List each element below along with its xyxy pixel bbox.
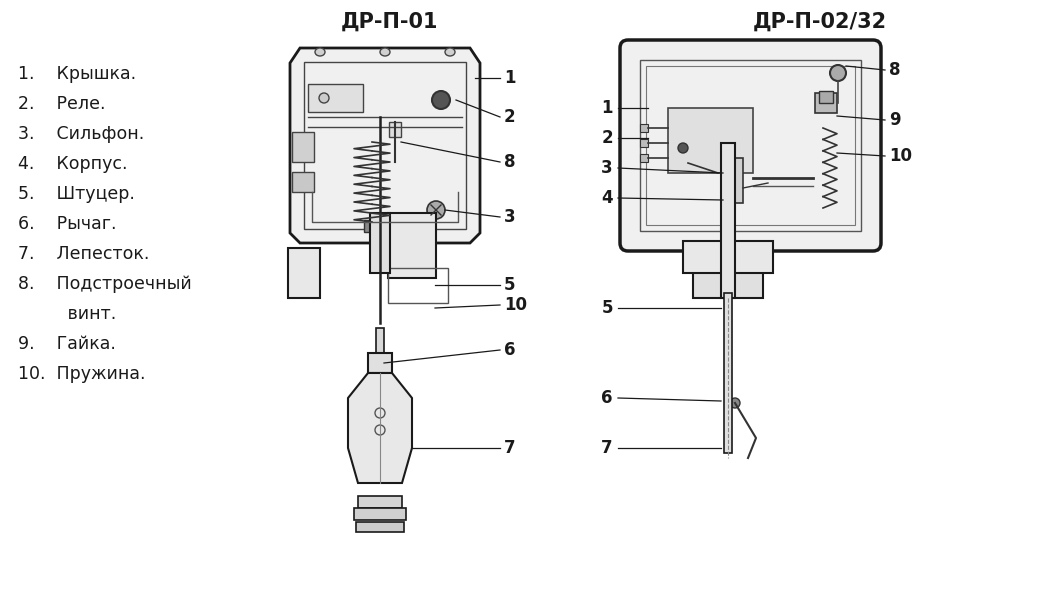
Text: 10: 10 [889, 147, 912, 165]
FancyBboxPatch shape [620, 40, 880, 251]
Text: 10: 10 [504, 296, 527, 314]
Bar [389, 122, 401, 137]
Bar [388, 213, 435, 278]
Bar [388, 268, 448, 303]
Ellipse shape [445, 48, 455, 56]
Text: ДР-П-02/32: ДР-П-02/32 [753, 12, 887, 32]
Bar [639, 139, 648, 147]
Bar [639, 154, 648, 162]
Text: 6: 6 [504, 341, 516, 359]
Bar [815, 93, 837, 113]
Text: 5.    Штуцер.: 5. Штуцер. [18, 185, 135, 203]
Text: 5: 5 [504, 276, 516, 294]
Text: 3.    Сильфон.: 3. Сильфон. [18, 125, 144, 143]
Text: 7: 7 [601, 439, 613, 457]
Text: 1: 1 [504, 69, 516, 87]
Bar [693, 243, 763, 298]
Bar [724, 293, 733, 453]
Bar [288, 248, 320, 298]
Text: 4.    Корпус.: 4. Корпус. [18, 155, 128, 173]
Ellipse shape [315, 48, 324, 56]
Text: 7: 7 [504, 439, 516, 457]
Text: 9: 9 [889, 111, 901, 129]
Circle shape [319, 93, 329, 103]
Text: 4: 4 [601, 189, 613, 207]
Text: 8.    Подстроечный: 8. Подстроечный [18, 275, 191, 293]
Text: 1: 1 [601, 99, 613, 117]
Bar [304, 62, 466, 229]
Text: винт.: винт. [18, 305, 116, 323]
Text: ДР-П-01: ДР-П-01 [341, 12, 439, 32]
Text: 2: 2 [504, 108, 516, 126]
Text: 7.    Лепесток.: 7. Лепесток. [18, 245, 149, 263]
Bar [308, 84, 363, 112]
Circle shape [830, 65, 846, 81]
Bar [683, 241, 773, 273]
Polygon shape [348, 373, 412, 483]
Text: 2.    Реле.: 2. Реле. [18, 95, 106, 113]
Bar [364, 220, 381, 232]
Text: 8: 8 [504, 153, 516, 171]
Bar [668, 108, 753, 173]
Bar [639, 60, 861, 231]
Bar [723, 158, 743, 203]
Bar [356, 522, 404, 532]
Bar [368, 353, 392, 373]
Text: 9.    Гайка.: 9. Гайка. [18, 335, 116, 353]
Circle shape [678, 143, 688, 153]
Bar [639, 124, 648, 132]
Circle shape [730, 398, 740, 408]
Bar [721, 143, 735, 298]
Text: 10.  Пружина.: 10. Пружина. [18, 365, 146, 383]
Bar [358, 496, 402, 508]
Bar [292, 132, 314, 162]
Circle shape [432, 91, 450, 109]
Text: 6.    Рычаг.: 6. Рычаг. [18, 215, 116, 233]
Text: 1.    Крышка.: 1. Крышка. [18, 65, 136, 83]
Ellipse shape [381, 48, 390, 56]
Bar [292, 172, 314, 192]
Bar [646, 66, 855, 225]
Polygon shape [290, 48, 480, 243]
Text: 8: 8 [889, 61, 901, 79]
Bar [354, 508, 406, 520]
Text: 2: 2 [601, 129, 613, 147]
Text: 5: 5 [601, 299, 613, 317]
Circle shape [427, 201, 445, 219]
Text: 6: 6 [601, 389, 613, 407]
Text: 3: 3 [601, 159, 613, 177]
Bar [370, 213, 390, 273]
Bar [819, 91, 833, 103]
Text: 3: 3 [504, 208, 516, 226]
Bar [376, 328, 384, 358]
